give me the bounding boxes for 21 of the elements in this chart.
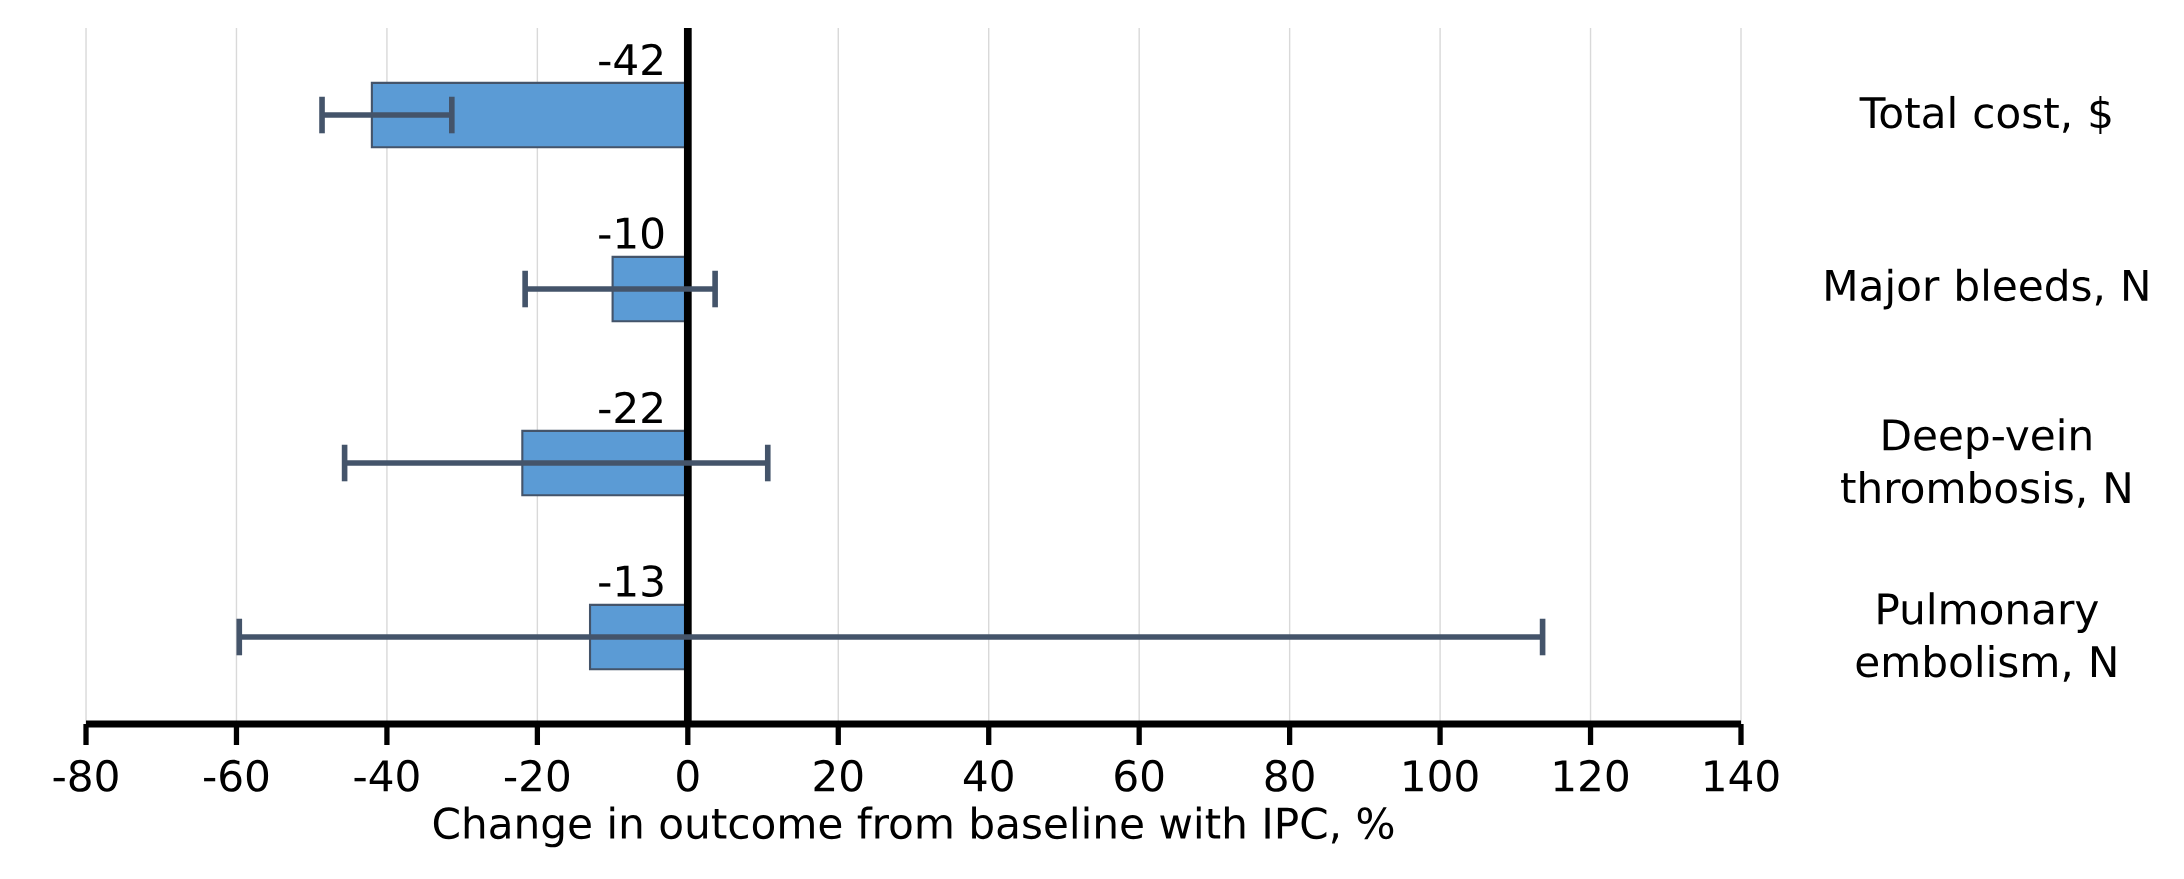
x-tick-label: 80 xyxy=(1265,759,1314,792)
x-tick-label: 60 xyxy=(1115,759,1164,792)
data-label: -22 xyxy=(599,391,662,424)
data-label: -10 xyxy=(599,217,664,250)
x-axis-title: Change in outcome from baseline with IPC, % xyxy=(433,806,1394,848)
x-tick-label: 20 xyxy=(814,759,863,792)
data-label: -42 xyxy=(599,43,662,76)
x-tick-label: -60 xyxy=(204,759,269,792)
x-tick-label: 140 xyxy=(1705,759,1779,792)
x-tick-label: -40 xyxy=(354,759,419,792)
y-tick-label: Total cost, $ xyxy=(1859,95,2111,135)
x-tick-label: 40 xyxy=(963,759,1013,792)
data-label: -13 xyxy=(599,565,663,598)
x-tick-label: 100 xyxy=(1404,759,1478,792)
x-tick-label: 0 xyxy=(677,759,699,792)
x-tick-label: -20 xyxy=(504,759,570,792)
y-tick-label: Major bleeds, N xyxy=(1826,268,2148,310)
x-tick-label: 120 xyxy=(1554,759,1628,792)
y-tick-label: Deep-vein thrombosis, N xyxy=(1841,418,2130,508)
x-tick-label: -80 xyxy=(53,759,118,792)
y-tick-label: Pulmonary embolism, N xyxy=(1856,592,2116,682)
